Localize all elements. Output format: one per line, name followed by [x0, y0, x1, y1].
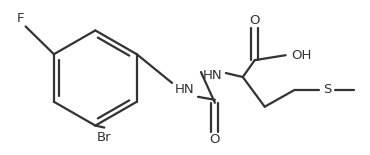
- Text: OH: OH: [291, 49, 312, 62]
- Text: Br: Br: [97, 131, 112, 144]
- Text: O: O: [249, 14, 260, 27]
- Text: HN: HN: [175, 83, 195, 96]
- Text: F: F: [17, 12, 24, 25]
- Text: O: O: [210, 133, 220, 146]
- Text: S: S: [323, 83, 332, 96]
- Text: HN: HN: [203, 69, 223, 82]
